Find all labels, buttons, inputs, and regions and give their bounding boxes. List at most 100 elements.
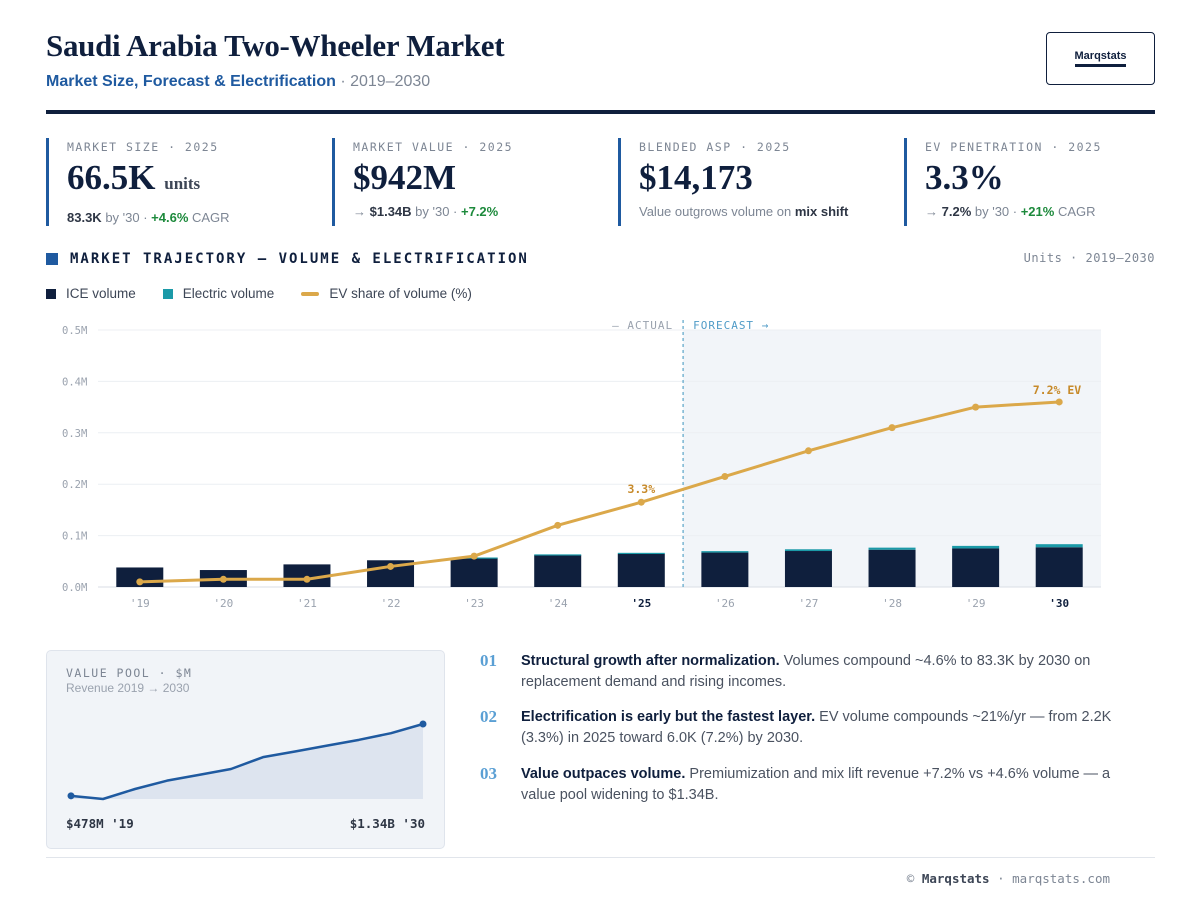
trajectory-chart: 0.0M 0.1M 0.2M 0.3M 0.4M 0.5M — ACTUAL FORECAST… <box>62 319 1101 610</box>
x-tick-label: '27 <box>799 597 819 610</box>
bar-ice <box>701 552 749 587</box>
share-annotation: 7.2% EV <box>1033 383 1082 397</box>
footer: © Marqstats · marqstats.com <box>907 871 1110 886</box>
insight-number: 01 <box>480 651 497 670</box>
legend-ev: Electric volume <box>162 286 275 301</box>
bar-ice <box>1035 547 1083 587</box>
bar-ev <box>784 549 832 552</box>
kpi-note-suffix: CAGR <box>1054 204 1096 219</box>
ev-share-point <box>387 562 395 570</box>
section-marker <box>46 253 58 265</box>
insight-body: EV volume compounds ~21%/yr — from 2.2K … <box>521 709 1112 746</box>
x-tick-label: '29 <box>966 597 986 610</box>
x-tick-label: '19 <box>130 597 150 610</box>
kpi-note-growth: +7.2% <box>461 204 499 219</box>
ev-share-point <box>554 521 562 529</box>
page-title: Saudi Arabia Two-Wheeler Market <box>46 28 505 63</box>
value-pool-end-label: $1.34B '30 <box>349 816 425 831</box>
value-pool-title: VALUE POOL · $M <box>66 666 193 680</box>
header-rule <box>46 110 1155 114</box>
kpi-note: Value outgrows volume on mix shift <box>639 204 888 219</box>
bar-ev <box>868 547 916 550</box>
kpi-value-number: $14,173 <box>639 158 753 197</box>
kpi-note-growth: +4.6% <box>151 210 189 225</box>
brand-logo: Marqstats <box>1046 32 1155 85</box>
kpi-value: $942M <box>353 159 602 197</box>
insight-body: Premiumization and mix lift revenue +7.2… <box>521 766 1111 803</box>
forecast-region <box>683 330 1101 587</box>
kpi-value: $14,173 <box>639 159 888 197</box>
kpi-note-strong: $1.34B <box>369 204 412 219</box>
kpi-note-arrow: → <box>925 204 942 219</box>
ev-share-point <box>303 575 311 583</box>
value-pool-subtitle: Revenue 2019 → 2030 <box>66 681 190 695</box>
insight-number: 02 <box>480 707 497 726</box>
y-tick-label: 0.4M <box>62 376 87 388</box>
footer-copyright: © <box>906 871 922 886</box>
subtitle-range: · 2019–2030 <box>335 73 431 90</box>
x-tick-label: '23 <box>464 597 484 610</box>
kpi-note-suffix: CAGR <box>188 210 230 225</box>
kpi-label: MARKET SIZE · 2025 <box>67 140 219 154</box>
y-tick-label: 0.2M <box>62 479 87 491</box>
insight-body: Volumes compound ~4.6% to 83.3K by 2030 … <box>521 653 1091 690</box>
kpi-market-value: MARKET VALUE · 2025 $942M → $1.34B by '3… <box>332 138 602 226</box>
legend-swatch-share <box>301 291 320 296</box>
insight-item: 02 Electrification is early but the fast… <box>480 707 1140 752</box>
bar-ev <box>1035 544 1083 548</box>
x-tick-label: '22 <box>381 597 401 610</box>
page-subtitle: Market Size, Forecast & Electrification … <box>46 73 430 91</box>
kpi-unit: units <box>164 174 201 193</box>
ev-share-point <box>721 472 729 480</box>
kpi-note-text: Value outgrows volume on <box>639 204 795 219</box>
footer-brand: Marqstats <box>921 871 990 886</box>
bar-ev <box>952 545 1000 549</box>
chart-legend: ICE volume Electric volume EV share of v… <box>46 286 499 301</box>
y-tick-label: 0.1M <box>62 531 87 543</box>
footer-url[interactable]: marqstats.com <box>1012 871 1110 886</box>
kpi-note-strong: mix shift <box>794 204 849 219</box>
insight-text: Electrification is early but the fastest… <box>521 707 1140 749</box>
kpi-value: 3.3% <box>925 159 1174 197</box>
bar-ev <box>701 551 749 553</box>
insight-headline: Structural growth after normalization. <box>521 653 780 669</box>
value-pool-line <box>70 722 424 801</box>
kpi-note-strong: 7.2% <box>941 204 972 219</box>
insight-item: 03 Value outpaces volume. Premiumization… <box>480 764 1140 809</box>
insight-headline: Electrification is early but the fastest… <box>521 709 816 725</box>
kpi-note: → 7.2% by '30 · +21% CAGR <box>925 204 1174 219</box>
kpi-value-number: 3.3% <box>925 158 1004 197</box>
x-tick-label: '28 <box>882 597 902 610</box>
value-pool-chart <box>67 720 427 801</box>
ev-share-line <box>139 400 1060 584</box>
ev-share-point <box>219 575 227 583</box>
value-pool-start-label: $478M '19 <box>66 816 134 831</box>
kpi-note-growth: +21% <box>1020 204 1055 219</box>
bar-ice <box>868 549 916 587</box>
bar-ev <box>617 552 665 555</box>
value-pool-area <box>71 724 423 799</box>
footer-rule <box>46 857 1155 858</box>
x-tick-label: '21 <box>297 597 317 610</box>
legend-swatch-ev <box>162 288 173 299</box>
section-units: Units · 2019–2030 <box>1023 251 1155 265</box>
kpi-value-number: $942M <box>353 158 457 197</box>
x-tick-label: '20 <box>213 597 233 610</box>
subtitle-highlight: Market Size, Forecast & Electrification <box>46 73 336 90</box>
logo-text: Marqstats <box>1074 50 1127 67</box>
share-annotation: 3.3% <box>627 482 655 496</box>
kpi-label: MARKET VALUE · 2025 <box>353 140 514 154</box>
kpi-note-text: by '30 · <box>101 210 152 225</box>
ev-share-point <box>804 447 812 455</box>
insight-headline: Value outpaces volume. <box>521 766 686 782</box>
insight-text: Value outpaces volume. Premiumization an… <box>521 764 1140 806</box>
ev-share-point <box>637 498 645 506</box>
y-tick-label: 0.3M <box>62 428 87 440</box>
legend-ice: ICE volume <box>46 286 136 301</box>
legend-label-ev: Electric volume <box>182 286 275 301</box>
legend-label-share: EV share of volume (%) <box>329 286 472 301</box>
bar-ice <box>617 553 665 587</box>
kpi-market-size: MARKET SIZE · 2025 66.5K units 83.3K by … <box>46 138 316 226</box>
value-pool-end-point <box>419 720 427 728</box>
bar-ice <box>283 564 331 587</box>
